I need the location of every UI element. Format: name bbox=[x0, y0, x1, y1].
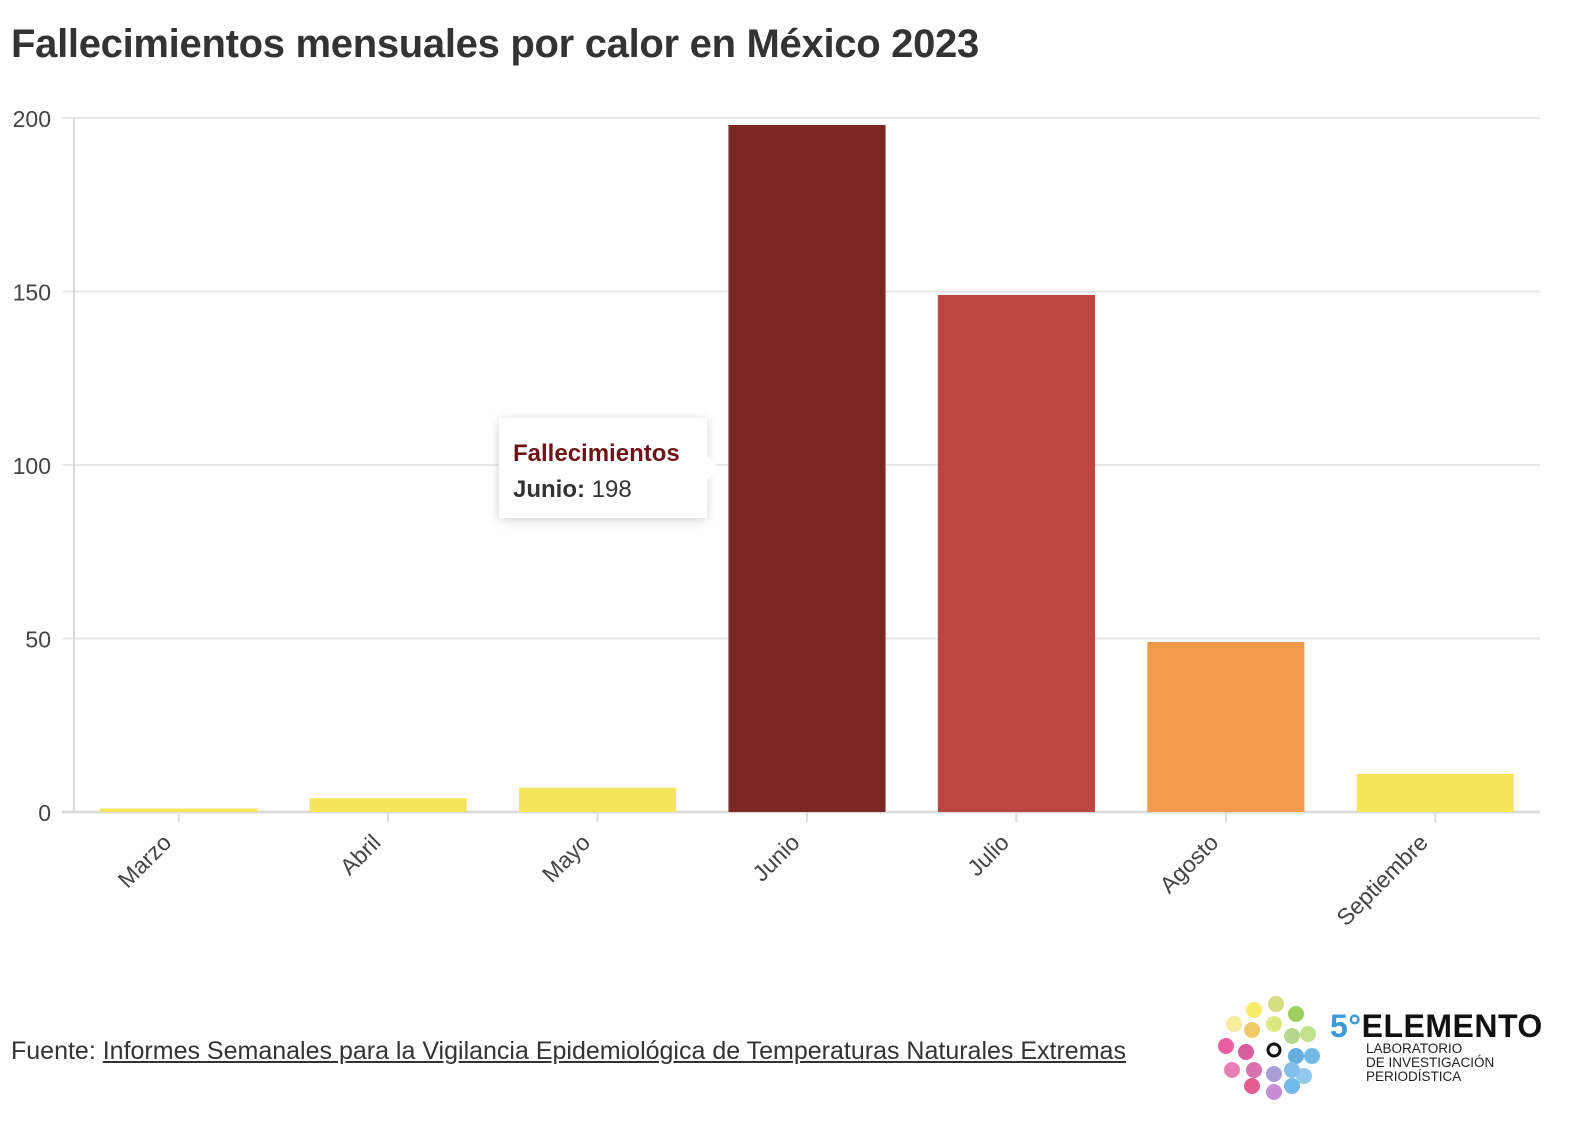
chart-title: Fallecimientos mensuales por calor en Mé… bbox=[11, 22, 979, 66]
bar-septiembre[interactable] bbox=[1356, 773, 1514, 812]
logo-number: 5° bbox=[1330, 1008, 1362, 1044]
tooltip-series: Fallecimientos bbox=[513, 440, 680, 467]
bar-julio[interactable] bbox=[937, 294, 1095, 813]
logo-subtitle: LABORATORIO DE INVESTIGACIÓN PERIODÍSTIC… bbox=[1366, 1042, 1494, 1084]
y-tick-label: 50 bbox=[25, 627, 51, 653]
x-tick-label: Septiembre bbox=[1331, 829, 1433, 931]
source-link[interactable]: Informes Semanales para la Vigilancia Ep… bbox=[102, 1037, 1126, 1065]
logo-line-2: DE INVESTIGACIÓN bbox=[1366, 1055, 1495, 1070]
bar-agosto[interactable] bbox=[1147, 641, 1305, 812]
bars bbox=[100, 124, 1514, 813]
logo-line-1: LABORATORIO bbox=[1366, 1041, 1463, 1056]
bar-junio[interactable] bbox=[728, 124, 886, 812]
x-tick-label: Mayo bbox=[537, 829, 595, 887]
tooltip-value: 198 bbox=[591, 476, 632, 503]
logo-name: ELEMENTO bbox=[1361, 1008, 1543, 1044]
y-tick-label: 100 bbox=[13, 453, 51, 479]
logo-line-3: PERIODÍSTICA bbox=[1366, 1069, 1462, 1084]
tooltip-label: Junio: bbox=[513, 476, 585, 503]
source-footer: Fuente: Informes Semanales para la Vigil… bbox=[11, 1037, 1126, 1066]
x-tick-label: Julio bbox=[962, 829, 1014, 881]
x-tick-label: Abril bbox=[335, 829, 386, 880]
x-tick-label: Agosto bbox=[1154, 829, 1223, 898]
x-axis: Marzo Abril Mayo Junio Julio Agosto Septiembre bbox=[113, 812, 1437, 931]
bar-marzo[interactable] bbox=[100, 808, 258, 812]
logo-wordmark: 5°ELEMENTO bbox=[1330, 1008, 1543, 1045]
bar-mayo[interactable] bbox=[519, 787, 677, 812]
logo: 5°ELEMENTO LABORATORIO DE INVESTIGACIÓN … bbox=[1212, 990, 1552, 1110]
logo-mark-icon bbox=[1218, 996, 1320, 1100]
bar-tooltip: Fallecimientos Junio: 198 bbox=[499, 418, 719, 518]
x-tick-label: Junio bbox=[747, 829, 804, 886]
source-prefix: Fuente: bbox=[11, 1037, 103, 1065]
y-tick-label: 200 bbox=[13, 106, 51, 132]
x-tick-label: Marzo bbox=[113, 829, 177, 893]
bar-abril[interactable] bbox=[309, 798, 467, 812]
y-tick-label: 0 bbox=[38, 800, 51, 826]
y-axis: 0 50 100 150 200 bbox=[13, 106, 75, 826]
y-tick-label: 150 bbox=[13, 280, 51, 306]
